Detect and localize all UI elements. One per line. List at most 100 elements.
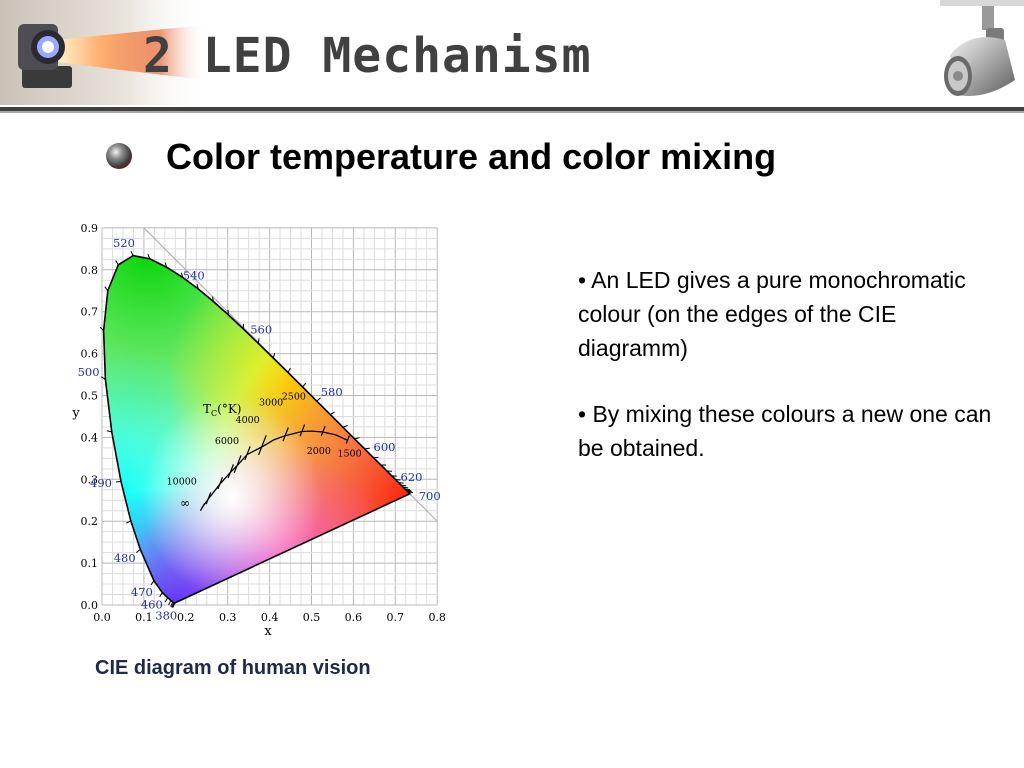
wavelength-label: 380 xyxy=(155,609,177,623)
isotherm-line xyxy=(227,464,234,479)
wavelength-label: 520 xyxy=(113,236,135,250)
wavelength-tick xyxy=(147,254,151,260)
wavelength-tick xyxy=(171,602,175,608)
isotherm-lines xyxy=(199,424,350,512)
tc-sub: C xyxy=(211,409,217,418)
track-spotlight-icon xyxy=(940,0,1024,96)
x-tick-label: 0.3 xyxy=(219,611,237,624)
wavelength-label: 470 xyxy=(131,585,153,599)
isotherm-line xyxy=(217,477,224,490)
wavelength-tick xyxy=(115,480,122,483)
temperature-label: 3000 xyxy=(259,398,283,409)
wavelength-tick xyxy=(168,600,172,606)
wavelength-tick xyxy=(150,580,155,586)
wavelength-tick xyxy=(354,437,360,440)
y-tick-label: 0.6 xyxy=(81,348,99,361)
wavelength-label: 700 xyxy=(419,489,441,503)
sphere-bullet-icon xyxy=(106,143,132,169)
wavelength-label: 490 xyxy=(90,476,112,490)
wavelength-tick xyxy=(287,367,291,373)
y-axis-label: y xyxy=(71,406,80,421)
wavelength-tick xyxy=(170,601,174,607)
wavelength-tick xyxy=(403,486,409,489)
wavelength-tick xyxy=(196,283,199,290)
isotherm-line xyxy=(345,435,350,444)
temperature-label: 1500 xyxy=(337,448,361,459)
slide-title: 2 LED Mechanism xyxy=(143,28,592,84)
wavelength-tick xyxy=(257,338,260,344)
wavelength-tick xyxy=(100,376,106,380)
isotherm-line xyxy=(282,427,289,442)
wavelength-label: 460 xyxy=(141,597,163,611)
y-tick-label: 0.5 xyxy=(81,390,99,403)
wavelength-tick xyxy=(212,296,214,302)
wavelength-tick xyxy=(302,382,307,388)
temperature-label: 2500 xyxy=(282,392,306,403)
cie-chromaticity-diagram: 0.0 0.1 0.2 0.3 0.4 0.5 0.6 0.7 0.8 0.0 0.1 0.2 0.3 0… xyxy=(71,222,446,639)
wavelength-tick xyxy=(171,602,175,608)
wavelength-tick xyxy=(316,397,321,402)
y-tick-label: 0.0 xyxy=(81,599,99,612)
wavelength-label: 600 xyxy=(374,440,396,454)
wavelength-tick xyxy=(104,286,109,291)
wavelength-tick xyxy=(180,272,184,278)
x-tick-label: 0.2 xyxy=(177,611,195,624)
isotherm-line xyxy=(258,435,267,456)
wavelength-label: 500 xyxy=(78,365,100,379)
planckian-locus-line xyxy=(202,430,348,508)
bullet-point-mixing: • By mixing these colours a new one can … xyxy=(578,401,992,461)
wavelength-tick xyxy=(364,447,370,450)
temperature-label: 10000 xyxy=(167,476,197,487)
isotherm-line xyxy=(205,492,212,505)
y-tick-label: 0.4 xyxy=(81,431,99,444)
wavelength-label: 480 xyxy=(114,551,136,565)
diagram-caption: CIE diagram of human vision xyxy=(95,657,371,679)
projector-beam-icon xyxy=(0,0,210,105)
wavelength-tick xyxy=(401,484,407,487)
x-tick-label: 0.0 xyxy=(93,611,111,624)
temperature-label: 6000 xyxy=(215,436,239,447)
isotherm-line xyxy=(233,455,242,474)
wavelength-label: 580 xyxy=(321,385,343,399)
color-temperature-label: TC(°K) xyxy=(203,402,241,418)
wavelength-tick xyxy=(407,491,413,494)
bullet-point-monochromatic: • An LED gives a pure monochromatic colo… xyxy=(578,267,966,361)
wavelength-tick xyxy=(398,482,404,484)
y-tick-label: 0.8 xyxy=(81,264,99,277)
wavelength-tick xyxy=(406,489,412,492)
x-tick-label: 0.4 xyxy=(261,611,279,624)
wavelength-tick xyxy=(272,353,276,359)
isotherm-line xyxy=(320,425,326,437)
title-divider-shadow xyxy=(0,111,1024,113)
wavelength-tick xyxy=(130,250,134,256)
title-divider xyxy=(0,107,1024,111)
wavelength-label: 560 xyxy=(250,323,272,337)
wavelength-label: 540 xyxy=(183,268,205,282)
x-axis-label: x xyxy=(264,624,272,639)
y-tick-label: 0.1 xyxy=(81,557,99,570)
axis-tick-labels: 0.0 0.1 0.2 0.3 0.4 0.5 0.6 0.7 0.8 0.0 0.1 0.2 0.3 0… xyxy=(81,222,446,624)
wavelength-tick xyxy=(126,520,132,524)
tc-unit: (°K) xyxy=(217,402,241,416)
y-tick-label: 0.2 xyxy=(81,515,99,528)
tc-main: T xyxy=(203,402,211,416)
wavelength-tick xyxy=(164,262,168,268)
wavelength-ticks xyxy=(99,250,413,608)
x-tick-label: 0.8 xyxy=(428,611,446,624)
infinity-cap xyxy=(199,502,206,512)
wavelength-tick xyxy=(106,430,112,433)
wavelength-tick xyxy=(330,411,335,416)
x-tick-label: 0.6 xyxy=(345,611,363,624)
wavelength-tick xyxy=(99,326,104,331)
wavelength-tick xyxy=(115,260,119,266)
wavelength-tick xyxy=(159,592,163,598)
x-tick-label: 0.5 xyxy=(303,611,321,624)
isotherm-line xyxy=(244,446,251,461)
x-tick-label: 0.7 xyxy=(387,611,405,624)
wavelength-label: 620 xyxy=(401,470,423,484)
temperature-label: 2000 xyxy=(307,446,331,457)
bullet-list: • An LED gives a pure monochromatic colo… xyxy=(578,263,998,497)
